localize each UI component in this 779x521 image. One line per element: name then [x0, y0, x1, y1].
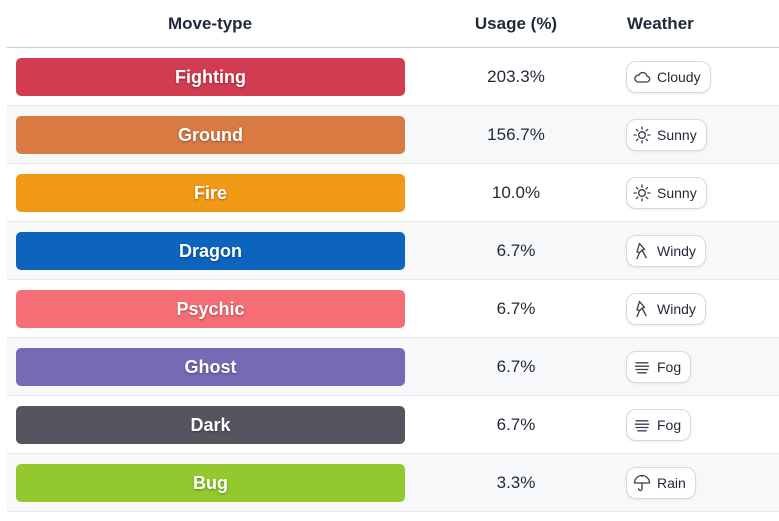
move-type-badge: Fighting [16, 58, 405, 96]
move-type-badge: Dragon [16, 232, 405, 270]
move-type-badge: Fire [16, 174, 405, 212]
table-header: Move-type Usage (%) Weather [7, 0, 779, 48]
weather-chip: Cloudy [626, 61, 711, 93]
table-row: Dragon 6.7% Windy [7, 222, 779, 280]
table-body: Fighting 203.3% Cloudy Ground 156.7% Sunny F… [7, 48, 779, 512]
fog-icon [632, 415, 652, 435]
sun-icon [632, 125, 652, 145]
move-type-badge: Bug [16, 464, 405, 502]
usage-value: 6.7% [496, 299, 536, 318]
weather-label: Fog [657, 359, 682, 375]
table-row: Bug 3.3% Rain [7, 454, 779, 512]
table-row: Ghost 6.7% Fog [7, 338, 779, 396]
weather-chip: Windy [626, 293, 706, 325]
move-type-badge: Psychic [16, 290, 405, 328]
usage-value: 10.0% [491, 183, 541, 202]
weather-label: Rain [657, 475, 686, 491]
usage-value: 6.7% [496, 357, 536, 376]
weather-chip: Windy [626, 235, 706, 267]
usage-value: 203.3% [487, 67, 545, 86]
weather-chip: Fog [626, 351, 692, 383]
umbrella-icon [632, 473, 652, 493]
weather-label: Sunny [657, 127, 697, 143]
move-type-badge: Ghost [16, 348, 405, 386]
header-usage[interactable]: Usage (%) [474, 14, 558, 33]
usage-value: 156.7% [487, 125, 545, 144]
weather-label: Windy [657, 301, 696, 317]
wind-icon [632, 241, 652, 261]
fog-icon [632, 357, 652, 377]
move-type-badge: Ground [16, 116, 405, 154]
move-type-badge: Dark [16, 406, 405, 444]
weather-label: Sunny [657, 185, 697, 201]
table-row: Dark 6.7% Fog [7, 396, 779, 454]
weather-chip: Sunny [626, 119, 707, 151]
weather-label: Cloudy [657, 69, 701, 85]
table-row: Ground 156.7% Sunny [7, 106, 779, 164]
header-weather[interactable]: Weather [627, 14, 694, 33]
weather-chip: Rain [626, 467, 696, 499]
move-type-table: Move-type Usage (%) Weather Fighting 203.… [7, 0, 779, 512]
table-row: Psychic 6.7% Windy [7, 280, 779, 338]
weather-chip: Fog [626, 409, 692, 441]
table-row: Fire 10.0% Sunny [7, 164, 779, 222]
usage-value: 3.3% [496, 473, 536, 492]
usage-value: 6.7% [496, 415, 536, 434]
table-row: Fighting 203.3% Cloudy [7, 48, 779, 106]
weather-label: Windy [657, 243, 696, 259]
header-move-type[interactable]: Move-type [167, 14, 253, 33]
usage-value: 6.7% [496, 241, 536, 260]
wind-icon [632, 299, 652, 319]
sun-icon [632, 183, 652, 203]
weather-chip: Sunny [626, 177, 707, 209]
weather-label: Fog [657, 417, 682, 433]
cloud-icon [632, 67, 652, 87]
